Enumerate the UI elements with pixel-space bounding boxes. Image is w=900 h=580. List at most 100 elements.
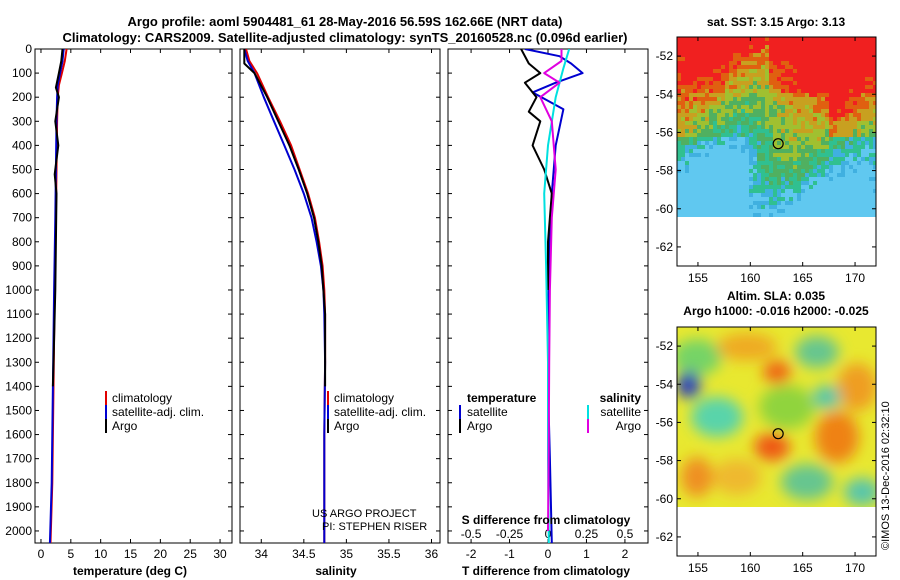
difference-legend: temperature satellite Argo salinity sate… bbox=[459, 391, 642, 433]
temperature-axis-label: temperature (deg C) bbox=[73, 564, 187, 578]
pressure-tick-label: 1500 bbox=[5, 403, 32, 417]
lon-tick-label: 165 bbox=[793, 561, 813, 575]
top-tick-label: 0.25 bbox=[575, 527, 599, 541]
s-difference-axis-label: S difference from climatology bbox=[462, 513, 631, 527]
lon-tick-label: 170 bbox=[845, 561, 865, 575]
figure-title-line1: Argo profile: aoml 5904481_61 28-May-201… bbox=[128, 14, 563, 29]
x-tick-label: 34 bbox=[255, 547, 269, 561]
sst-heatmap bbox=[677, 37, 876, 217]
legend-s-satellite: satellite bbox=[600, 405, 641, 419]
project-credit-line2: PI: STEPHEN RISER bbox=[322, 521, 427, 533]
temperature-legend: climatology satellite-adj. clim. Argo bbox=[105, 391, 204, 433]
s-difference-axis: -0.5 -0.25 0 0.25 0.5 bbox=[461, 527, 634, 541]
pressure-tick-label: 2000 bbox=[5, 524, 32, 538]
pressure-tick-label: 1900 bbox=[5, 500, 32, 514]
pressure-tick-label: 1400 bbox=[5, 379, 32, 393]
pressure-tick-label: 1200 bbox=[5, 331, 32, 345]
lon-tick-label: 170 bbox=[845, 271, 865, 285]
pressure-tick-label: 1700 bbox=[5, 452, 32, 466]
x-tick-label: 30 bbox=[213, 547, 227, 561]
series-line-argo bbox=[243, 49, 327, 387]
lat-tick-label: -58 bbox=[656, 164, 674, 178]
x-tick-label: 20 bbox=[154, 547, 168, 561]
pressure-tick-label: 100 bbox=[12, 66, 32, 80]
lon-tick-label: 155 bbox=[688, 271, 708, 285]
pressure-tick-label: 1100 bbox=[6, 307, 32, 321]
series-line-argo bbox=[51, 49, 64, 387]
legend-satellite-adj: satellite-adj. clim. bbox=[334, 405, 426, 419]
series-line-t-argo bbox=[520, 49, 553, 290]
lat-tick-label: -60 bbox=[656, 202, 674, 216]
x-tick-label: 34.5 bbox=[292, 547, 316, 561]
lon-tick-label: 160 bbox=[740, 271, 760, 285]
legend-climatology: climatology bbox=[112, 391, 172, 405]
legend-s-argo: Argo bbox=[616, 419, 642, 433]
x-tick-label: 25 bbox=[184, 547, 198, 561]
x-tick-label: 35.5 bbox=[377, 547, 401, 561]
x-tick-label: 10 bbox=[94, 547, 108, 561]
sla-map-subtitle: Argo h1000: -0.016 h2000: -0.025 bbox=[683, 304, 869, 318]
legend-argo: Argo bbox=[112, 419, 138, 433]
pressure-tick-label: 900 bbox=[12, 259, 32, 273]
pressure-tick-label: 0 bbox=[25, 42, 32, 56]
sst-map-title: sat. SST: 3.15 Argo: 3.13 bbox=[707, 15, 846, 29]
lat-tick-label: -56 bbox=[656, 415, 674, 429]
legend-temperature-title: temperature bbox=[467, 391, 537, 405]
x-tick-label: 36 bbox=[425, 547, 439, 561]
sla-map-title: Altim. SLA: 0.035 bbox=[727, 289, 825, 303]
legend-salinity-title: salinity bbox=[600, 391, 642, 405]
series-line-satellite-adj-clim- bbox=[48, 49, 65, 543]
pressure-tick-label: 800 bbox=[12, 235, 32, 249]
temperature-axis: 0 5 10 15 20 25 30 bbox=[38, 49, 227, 561]
pressure-tick-label: 300 bbox=[12, 114, 32, 128]
x-tick-label: 1 bbox=[583, 547, 590, 561]
pressure-tick-label: 200 bbox=[12, 90, 32, 104]
x-tick-label: 15 bbox=[124, 547, 138, 561]
lon-tick-label: 165 bbox=[793, 271, 813, 285]
x-tick-label: -1 bbox=[504, 547, 515, 561]
imos-credit: ©IMOS 13-Dec-2016 02:32:10 bbox=[880, 401, 892, 550]
x-tick-label: 5 bbox=[67, 547, 74, 561]
pressure-tick-label: 700 bbox=[12, 211, 32, 225]
lat-tick-label: -62 bbox=[656, 530, 674, 544]
salinity-legend: climatology satellite-adj. clim. Argo bbox=[327, 391, 426, 433]
lat-tick-label: -54 bbox=[656, 87, 674, 101]
legend-t-satellite: satellite bbox=[467, 405, 508, 419]
sla-heatmap bbox=[677, 327, 876, 507]
pressure-tick-label: 400 bbox=[12, 138, 32, 152]
lat-tick-label: -52 bbox=[656, 49, 674, 63]
lat-tick-label: -58 bbox=[656, 454, 674, 468]
pressure-tick-label: 1300 bbox=[5, 355, 32, 369]
sst-argo-position-marker bbox=[772, 138, 784, 150]
x-tick-label: 0 bbox=[545, 547, 552, 561]
lon-tick-label: 160 bbox=[740, 561, 760, 575]
x-tick-label: -2 bbox=[466, 547, 477, 561]
lat-tick-label: -62 bbox=[656, 240, 674, 254]
x-tick-label: 2 bbox=[622, 547, 629, 561]
top-tick-label: -0.25 bbox=[496, 527, 524, 541]
salinity-axis: 34 34.5 35 35.5 36 bbox=[255, 49, 439, 561]
t-difference-axis-label: T difference from climatology bbox=[462, 564, 630, 578]
pressure-axis: 0 100 200 300 400 500 600 700 800 900 1000 1100 1200… bbox=[5, 42, 232, 538]
legend-t-argo: Argo bbox=[467, 419, 493, 433]
legend-climatology: climatology bbox=[334, 391, 394, 405]
lat-tick-label: -52 bbox=[656, 339, 674, 353]
top-tick-label: -0.5 bbox=[461, 527, 482, 541]
project-credit-line1: US ARGO PROJECT bbox=[312, 508, 417, 520]
pressure-tick-label: 600 bbox=[12, 187, 32, 201]
pressure-tick-label: 1800 bbox=[5, 476, 32, 490]
x-tick-label: 35 bbox=[340, 547, 354, 561]
salinity-axis-label: salinity bbox=[315, 564, 357, 578]
temperature-panel: 0 100 200 300 400 500 600 700 800 900 1000 1100 1200… bbox=[5, 42, 233, 578]
lat-tick-label: -56 bbox=[656, 125, 674, 139]
lon-tick-label: 155 bbox=[688, 561, 708, 575]
figure-title-line2: Climatology: CARS2009. Satellite-adjuste… bbox=[63, 30, 628, 45]
lat-tick-label: -54 bbox=[656, 377, 674, 391]
sst-map-panel: sat. SST: 3.15 Argo: 3.13 -52 -54 -56 -58 -6… bbox=[656, 15, 877, 285]
lat-tick-label: -60 bbox=[656, 492, 674, 506]
legend-satellite-adj: satellite-adj. clim. bbox=[112, 405, 204, 419]
series-line-s-argo bbox=[539, 49, 563, 532]
pressure-tick-label: 1000 bbox=[5, 283, 32, 297]
pressure-tick-label: 500 bbox=[12, 162, 32, 176]
